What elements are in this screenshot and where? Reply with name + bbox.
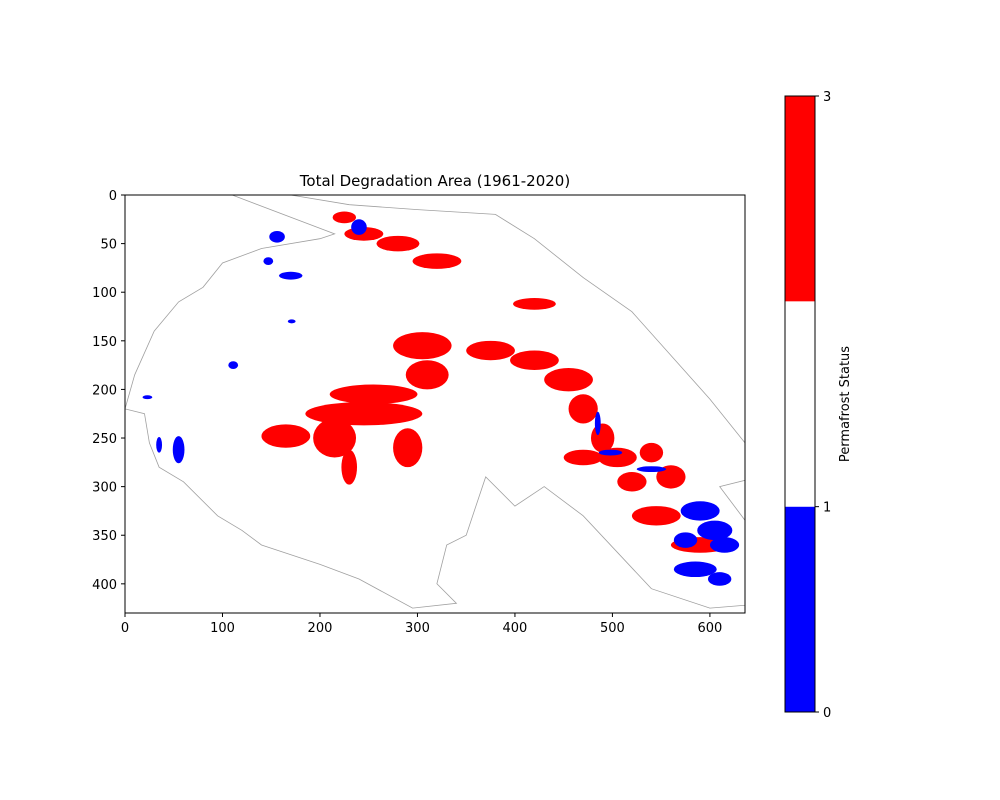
- x-tick-label: 400: [503, 621, 528, 636]
- colorbar: [785, 96, 815, 712]
- colorbar-band: [785, 96, 815, 302]
- degradation-layer: [261, 211, 730, 553]
- degradation-patch: [631, 506, 681, 526]
- x-tick-label: 0: [121, 621, 129, 636]
- degradation-patch: [656, 465, 686, 489]
- degradation-patch: [568, 394, 598, 424]
- colorbar-tick-label: 0: [823, 706, 831, 721]
- aggradation-patch: [709, 537, 740, 553]
- region-outline-layer: [125, 195, 745, 609]
- aggradation-patch: [598, 449, 623, 456]
- x-tick-label: 600: [697, 621, 722, 636]
- aggradation-patch: [680, 501, 720, 521]
- aggradation-patch: [287, 319, 296, 324]
- y-tick-label: 250: [92, 432, 117, 447]
- degradation-patch: [617, 472, 647, 492]
- colorbar-tick-label: 1: [823, 501, 831, 516]
- aggradation-patch: [673, 561, 717, 578]
- degradation-patch: [376, 235, 420, 252]
- aggradation-patch: [156, 437, 163, 453]
- aggradation-patch: [697, 520, 733, 541]
- aggradation-patch: [673, 532, 698, 548]
- chart-title: Total Degradation Area (1961-2020): [299, 172, 570, 190]
- aggradation-layer: [142, 219, 740, 586]
- x-axis: 0 100 200 300 400 500 600: [121, 613, 722, 636]
- aggradation-patch: [636, 466, 667, 473]
- degradation-patch: [393, 332, 452, 360]
- aggradation-patch: [269, 230, 285, 243]
- aggradation-patch: [172, 436, 185, 464]
- colorbar-frame: [784, 95, 816, 713]
- degradation-patch: [590, 423, 615, 453]
- degradation-patch: [329, 384, 418, 405]
- aggradation-patch: [263, 257, 274, 265]
- y-tick-label: 400: [92, 578, 117, 593]
- aggradation-patch: [279, 271, 303, 280]
- plot-area: [125, 195, 745, 609]
- colorbar-band: [785, 301, 815, 507]
- y-tick-label: 350: [92, 529, 117, 544]
- y-tick-label: 100: [92, 286, 117, 301]
- x-tick-label: 300: [405, 621, 430, 636]
- x-tick-label: 500: [600, 621, 625, 636]
- degradation-patch: [405, 360, 449, 390]
- degradation-patch: [313, 418, 357, 458]
- degradation-patch: [412, 253, 462, 269]
- degradation-patch: [639, 442, 664, 463]
- colorbar-label: Permafrost Status: [838, 346, 853, 462]
- y-tick-label: 300: [92, 481, 117, 496]
- y-axis: 0 50 100 150 200 250 300 350 400: [92, 189, 125, 593]
- degradation-patch: [466, 340, 515, 361]
- degradation-patch: [563, 449, 603, 466]
- aggradation-patch: [351, 219, 367, 235]
- degradation-patch: [512, 298, 556, 310]
- aggradation-patch: [707, 572, 732, 586]
- degradation-patch: [261, 424, 311, 448]
- degradation-patch: [393, 428, 423, 468]
- colorbar-tick-label: 3: [823, 90, 831, 105]
- axes-frame: [124, 194, 746, 614]
- y-tick-label: 150: [92, 335, 117, 350]
- y-tick-label: 0: [109, 189, 117, 204]
- y-tick-label: 200: [92, 383, 117, 398]
- aggradation-patch: [594, 411, 601, 436]
- degradation-patch: [510, 350, 559, 370]
- colorbar-axis: 0 1 3: [815, 90, 831, 721]
- aggradation-patch: [142, 395, 153, 400]
- x-tick-label: 200: [308, 621, 333, 636]
- region-outline: [125, 195, 745, 609]
- y-tick-label: 50: [100, 238, 117, 253]
- degradation-patch: [341, 449, 358, 485]
- aggradation-patch: [228, 361, 239, 370]
- degradation-patch: [332, 211, 357, 224]
- degradation-patch: [544, 368, 593, 392]
- x-tick-label: 100: [210, 621, 235, 636]
- colorbar-band: [785, 506, 815, 712]
